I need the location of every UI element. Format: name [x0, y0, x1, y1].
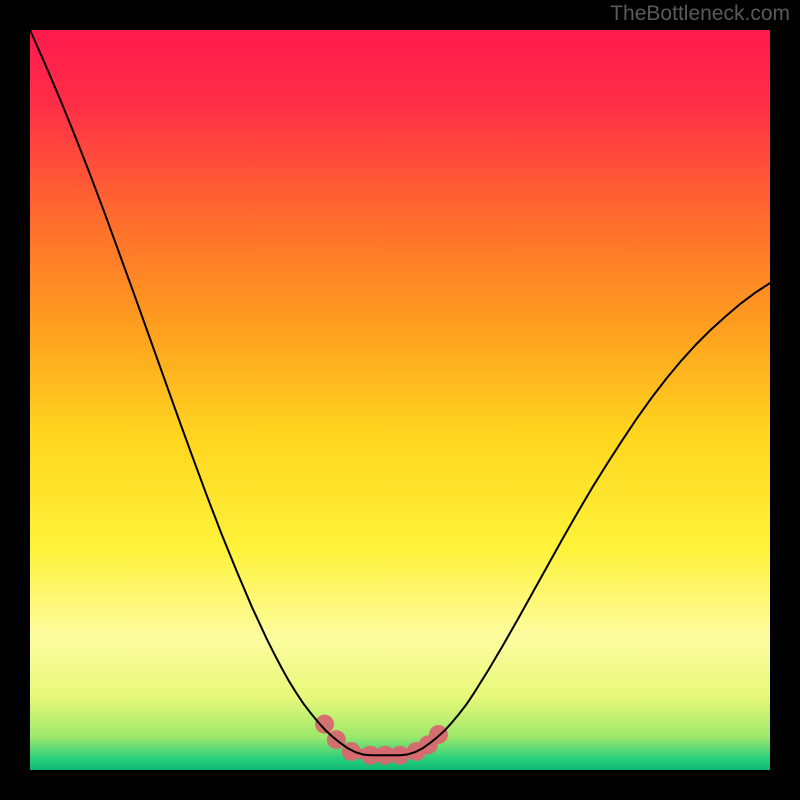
bottleneck-chart — [30, 30, 770, 770]
marker-dot — [315, 715, 334, 734]
chart-background — [30, 30, 770, 770]
watermark-text: TheBottleneck.com — [610, 2, 790, 26]
chart-svg — [30, 30, 770, 770]
